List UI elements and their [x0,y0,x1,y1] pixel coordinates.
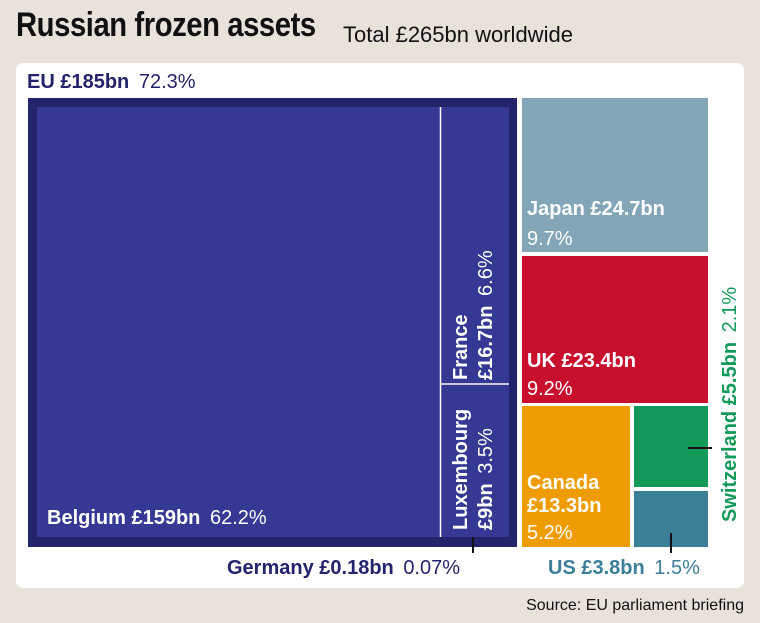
tile-uk [522,256,708,403]
us-name: US £3.8bn [548,557,645,579]
tile-luxembourg [441,385,509,537]
switzerland-name: Switzerland £5.5bn [719,342,741,522]
belgium-label: Belgium £159bn 62.2% [47,507,267,529]
france-value: £16.7bn [475,306,497,380]
tile-belgium [37,107,440,537]
luxembourg-value-label: £9bn 3.5% [475,428,497,530]
uk-share-label: 9.2% [527,378,573,400]
tile-japan [522,98,708,252]
japan-name-label: Japan £24.7bn [527,198,665,220]
germany-name: Germany £0.18bn [227,557,394,579]
france-value-label: £16.7bn 6.6% [475,250,497,380]
germany-share: 0.07% [403,557,460,579]
us-label: US £3.8bn 1.5% [548,557,700,579]
canada-share-label: 5.2% [527,522,573,544]
luxembourg-name-label: Luxembourg [450,409,472,530]
uk-name-label: UK £23.4bn [527,350,636,372]
luxembourg-name: Luxembourg [450,409,472,530]
chart-title: Russian frozen assets [16,6,316,44]
tile-canada [522,406,630,547]
japan-share-label: 9.7% [527,228,573,250]
belgium-name: Belgium £159bn [47,507,200,529]
switzerland-label: Switzerland £5.5bn 2.1% [719,287,741,522]
france-name-label: France [450,314,472,380]
tile-france [441,107,509,383]
eu-value-label: EU £185bn [27,71,129,93]
france-share: 6.6% [475,250,497,296]
france-name: France [450,314,472,380]
germany-label: Germany £0.18bn 0.07% [227,557,460,579]
luxembourg-share: 3.5% [475,428,497,474]
source-note: Source: EU parliament briefing [526,597,744,614]
belgium-share: 62.2% [210,507,267,529]
tile-switzerland [634,406,708,487]
switzerland-share: 2.1% [719,287,741,333]
us-share: 1.5% [654,557,700,579]
canada-value-label: £13.3bn [527,495,601,517]
chart-subtitle: Total £265bn worldwide [343,22,573,47]
eu-label: EU £185bn 72.3% [27,71,196,93]
canada-name-label: Canada [527,472,600,494]
eu-share-label: 72.3% [139,71,196,93]
luxembourg-value: £9bn [475,483,497,530]
chart-header: Russian frozen assets [16,6,365,45]
